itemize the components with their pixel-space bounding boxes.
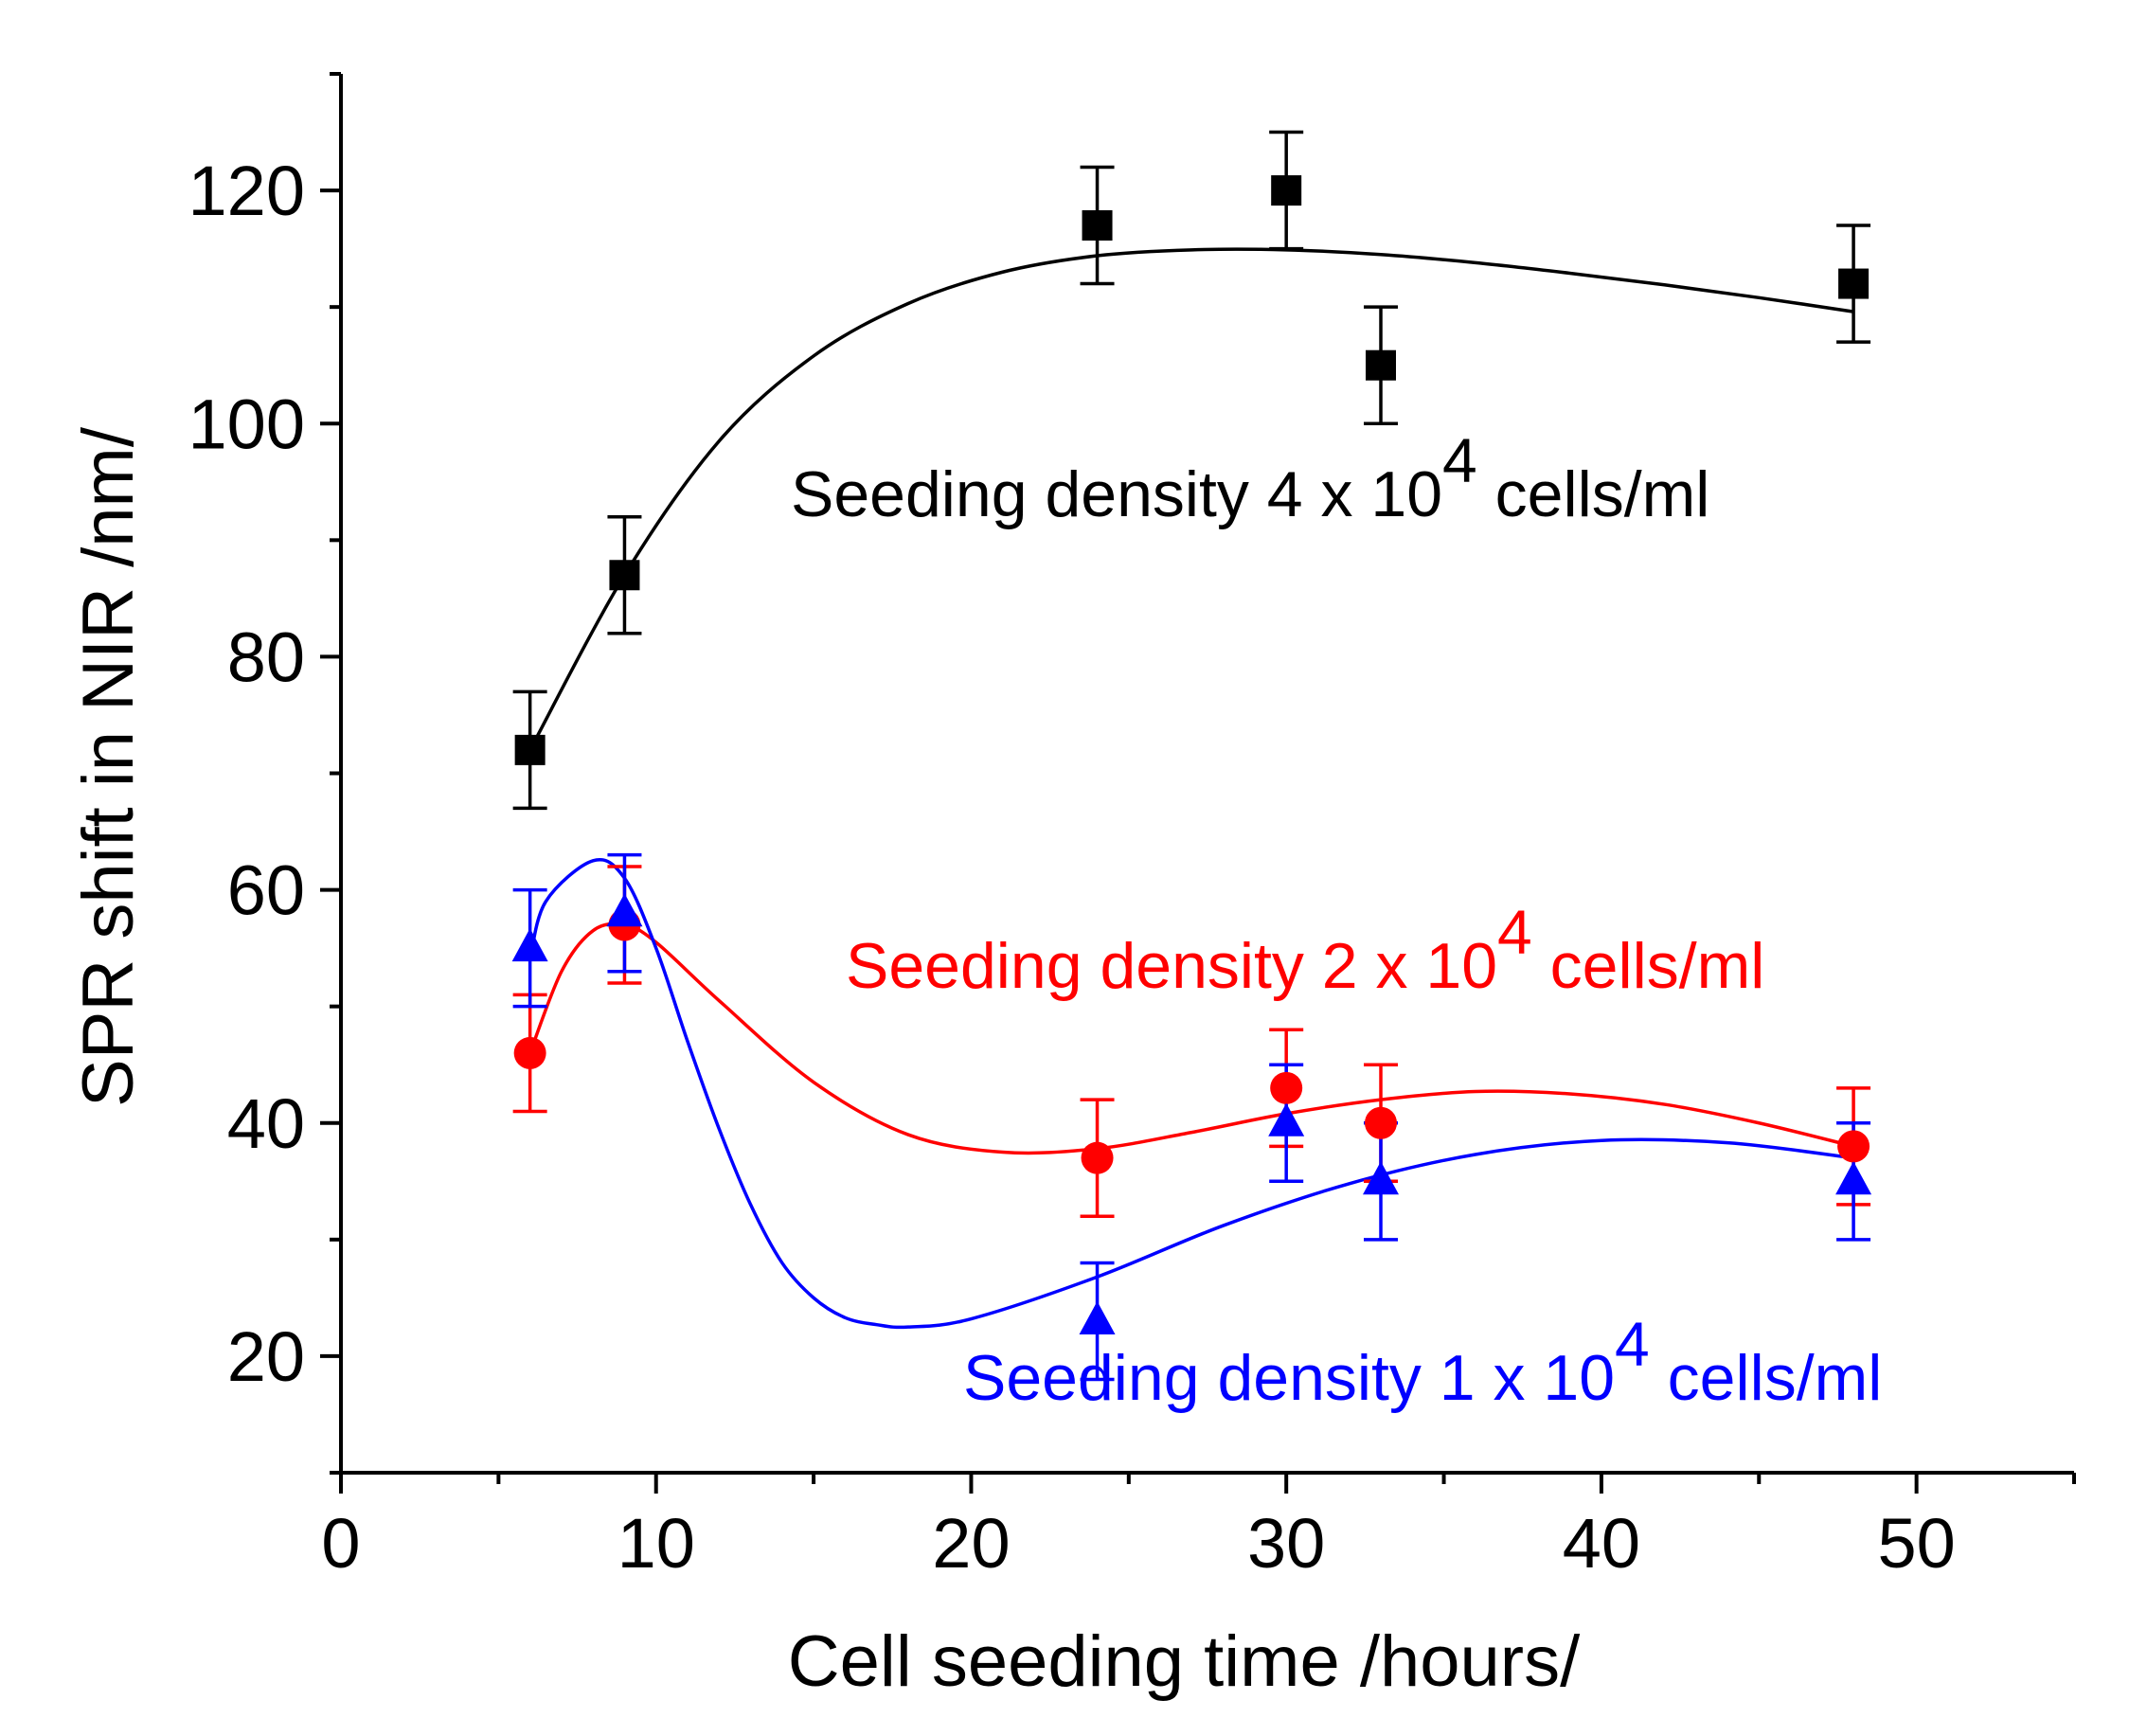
x-tick-label: 10 — [617, 1504, 695, 1583]
data-point-triangle — [1079, 1300, 1116, 1334]
data-point-triangle — [511, 928, 548, 962]
x-axis-label: Cell seeding time /hours/ — [788, 1621, 1581, 1702]
x-tick-label: 50 — [1877, 1504, 1955, 1583]
series-label-1e4: Seeding density 1 x 104 cells/ml — [963, 1309, 1882, 1414]
x-tick-label: 0 — [321, 1504, 360, 1583]
x-tick-label: 40 — [1563, 1504, 1640, 1583]
error-bars — [512, 130, 1871, 1382]
data-point-square — [1271, 175, 1302, 206]
axes: 0 10 20 30 40 50 20 40 60 80 100 120 — [188, 72, 2076, 1583]
y-axis-label: SPR shift in NIR /nm/ — [68, 426, 149, 1107]
series-label-4e4: Seeding density 4 x 104 cells/ml — [791, 425, 1709, 530]
fit-curve-0 — [528, 247, 1854, 751]
data-markers — [511, 175, 1872, 1334]
data-point-square — [1082, 210, 1113, 242]
data-point-triangle — [606, 893, 643, 927]
data-point-circle — [513, 1036, 546, 1069]
y-tick-label: 100 — [188, 385, 305, 463]
y-tick-label: 20 — [227, 1317, 305, 1396]
data-point-triangle — [1268, 1102, 1305, 1136]
y-tick-label: 40 — [227, 1084, 305, 1163]
data-point-circle — [1837, 1130, 1870, 1163]
data-point-square — [1366, 349, 1396, 381]
data-point-circle — [1365, 1106, 1397, 1139]
x-tick-label: 30 — [1247, 1504, 1325, 1583]
series-label-2e4: Seeding density 2 x 104 cells/ml — [846, 897, 1764, 1002]
data-point-square — [609, 560, 640, 591]
data-point-circle — [1081, 1141, 1114, 1174]
data-point-triangle — [1363, 1161, 1399, 1195]
y-tick-label: 80 — [227, 617, 305, 696]
fit-curves — [528, 247, 1854, 1330]
fit-curve-2 — [528, 858, 1854, 1330]
y-tick-label: 120 — [188, 152, 305, 230]
data-point-square — [1838, 268, 1870, 299]
y-tick-label: 60 — [227, 851, 305, 930]
x-tick-label: 20 — [932, 1504, 1010, 1583]
data-point-circle — [1270, 1071, 1303, 1104]
data-point-square — [514, 734, 546, 765]
data-point-triangle — [1835, 1161, 1872, 1195]
